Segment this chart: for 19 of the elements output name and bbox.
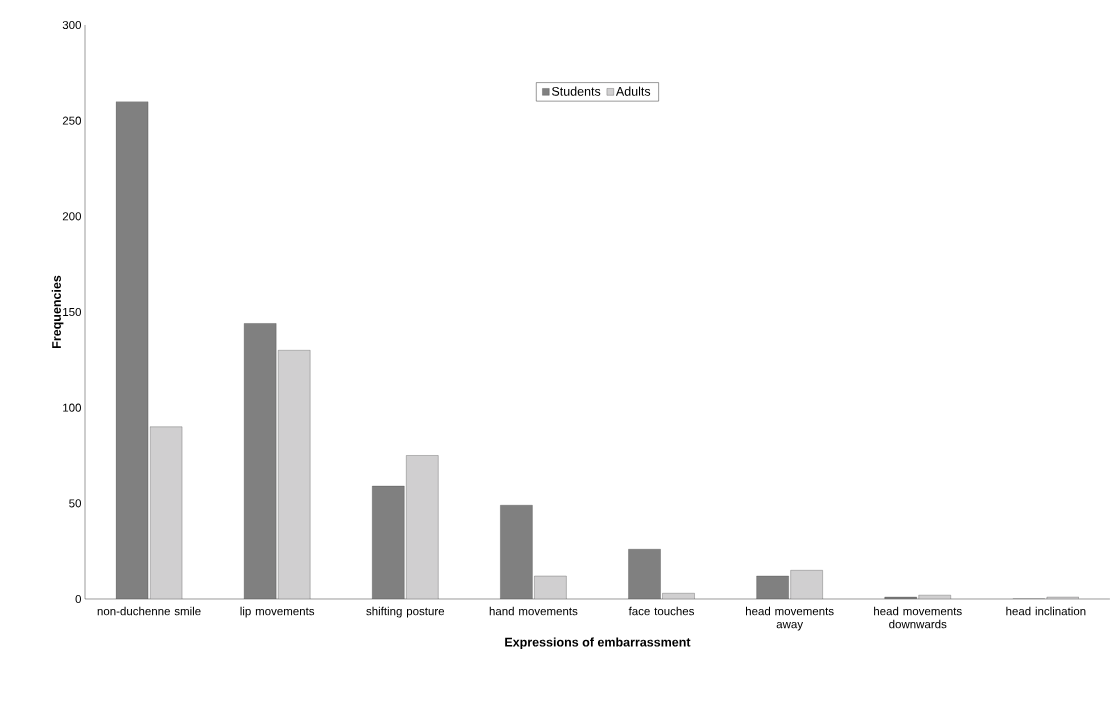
y-tick-label: 100 (63, 403, 82, 412)
x-tick-label: head movements downwards (874, 606, 962, 629)
x-tick-label: hand movements (489, 606, 578, 616)
y-tick-label: 150 (63, 307, 82, 317)
x-axis-title: Expressions of embarrassment (505, 637, 691, 650)
y-tick-label: 50 (69, 499, 82, 508)
x-tick-label: non-duchenne smile (97, 606, 201, 616)
legend-label: Students (551, 86, 601, 96)
x-tick-label: head movements away (746, 606, 834, 631)
x-tick-label: face touches (628, 606, 695, 616)
y-axis-title: Frequencies (51, 275, 64, 348)
y-tick-label: 250 (62, 116, 82, 125)
x-tick-label: shifting posture (366, 606, 445, 618)
y-tick-label: 200 (62, 212, 82, 221)
legend-label: Adults (615, 86, 651, 96)
y-tick-label: 300 (62, 20, 82, 30)
x-tick-label: lip movements (240, 606, 315, 618)
y-tick-label: 0 (75, 594, 82, 604)
x-tick-label: head inclination (1006, 606, 1086, 616)
